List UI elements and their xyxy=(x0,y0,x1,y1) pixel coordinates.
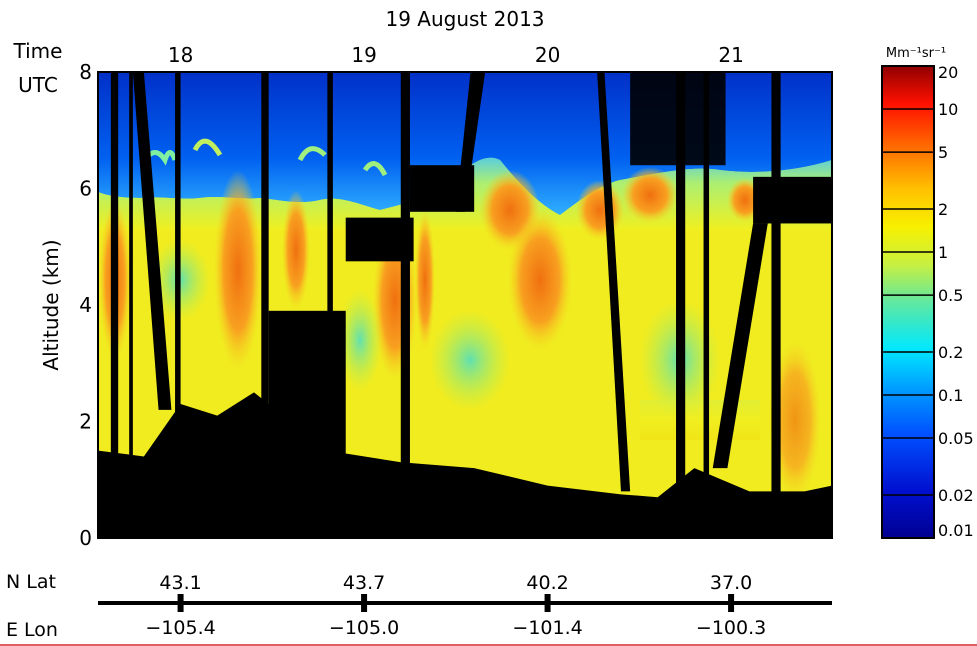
data-gap xyxy=(175,72,181,538)
lon-value: −105.0 xyxy=(329,617,399,639)
aerosol-plume xyxy=(769,340,821,500)
lat-value: 43.7 xyxy=(343,572,385,594)
x-tick-label: 19 xyxy=(351,43,376,67)
aerosol-patch xyxy=(430,310,510,410)
aerosol-patch xyxy=(338,290,382,390)
chart-title: 19 August 2013 xyxy=(385,7,544,31)
cloud-wisp xyxy=(142,150,178,166)
data-gap xyxy=(597,72,631,492)
colorbar-tick-label: 0.5 xyxy=(938,286,963,305)
aerosol-plume xyxy=(282,190,310,310)
data-gap xyxy=(753,176,832,224)
data-gap xyxy=(132,72,172,410)
position-axis: N Lat E Lon 43.1 −105.4 43.7 −105.0 40.2 −101… xyxy=(6,571,832,641)
x-tick-labels: 18 19 20 21 xyxy=(168,43,744,67)
position-tick xyxy=(361,594,368,612)
lon-value: −101.4 xyxy=(512,617,582,639)
lat-label: N Lat xyxy=(6,571,56,593)
cloud-wisp xyxy=(362,161,388,177)
colorbar-tick-label: 0.05 xyxy=(938,429,974,448)
colorbar-tick-label: 0.1 xyxy=(938,386,963,405)
lat-value: 40.2 xyxy=(526,572,568,594)
y-tick-label: 8 xyxy=(79,60,92,84)
aerosol-plume xyxy=(576,180,624,240)
y-tick-labels: 0 2 4 6 8 xyxy=(79,60,92,550)
lon-value: −105.4 xyxy=(145,617,215,639)
colorbar-gradient xyxy=(881,65,935,539)
y-tick-label: 0 xyxy=(79,526,92,550)
lat-value: 37.0 xyxy=(710,572,752,594)
data-gap xyxy=(712,223,768,469)
x-tick-label: 18 xyxy=(168,43,193,67)
lat-value: 43.1 xyxy=(159,572,201,594)
data-gap xyxy=(455,72,486,212)
colorbar-tick-label: 20 xyxy=(938,63,958,82)
colorbar-tick-label: 0.02 xyxy=(938,486,974,505)
y-tick-label: 6 xyxy=(79,177,92,201)
surface-layer xyxy=(640,400,760,440)
x-tick-label: 21 xyxy=(718,43,743,67)
lon-value: −100.3 xyxy=(696,617,766,639)
data-gap xyxy=(261,72,269,538)
data-gap xyxy=(110,72,119,538)
aerosol-plume xyxy=(214,170,262,370)
colorbar-ticks: 20 10 5 2 1 0.5 0.2 0.1 0.05 0.02 0.01 xyxy=(882,63,974,540)
aerosol-plume xyxy=(415,210,435,350)
bottom-rule xyxy=(0,644,977,646)
time-label: Time xyxy=(13,39,63,63)
colorbar: Mm⁻¹sr⁻¹ 20 10 5 2 1 0.5 0.2 0.1 0.05 0.02 0.01 xyxy=(881,46,974,540)
colorbar-tick-label: 0.2 xyxy=(938,343,963,362)
x-tick-label: 20 xyxy=(535,43,560,67)
data-gap xyxy=(630,72,726,166)
y-tick-label: 4 xyxy=(79,293,92,317)
aerosol-plume xyxy=(622,167,678,223)
data-gap xyxy=(400,72,410,538)
cloud-wisp xyxy=(192,138,223,157)
colorbar-tick-label: 1 xyxy=(938,243,948,262)
plot-frame xyxy=(97,71,833,539)
position-ticks: 43.1 −105.4 43.7 −105.0 40.2 −101.4 37.0 −100.3 xyxy=(145,572,766,639)
colorbar-unit: Mm⁻¹sr⁻¹ xyxy=(886,46,946,61)
colorbar-tick-label: 10 xyxy=(938,100,958,119)
data-gap xyxy=(327,72,333,538)
terrain-mask xyxy=(98,392,832,538)
data-gap xyxy=(703,72,710,538)
data-gap xyxy=(676,72,686,538)
y-tick-label: 2 xyxy=(79,410,92,434)
y-axis-label: Altitude (km) xyxy=(39,239,63,370)
utc-label: UTC xyxy=(18,73,58,97)
plot-area xyxy=(98,72,832,538)
colorbar-tick-label: 0.01 xyxy=(938,521,974,540)
position-tick xyxy=(544,594,551,612)
position-tick xyxy=(177,594,184,612)
position-tick xyxy=(728,594,735,612)
data-gap xyxy=(129,72,133,538)
colorbar-tick-label: 2 xyxy=(938,200,948,219)
data-gap xyxy=(771,72,781,538)
cloud-wisp xyxy=(297,146,327,162)
colorbar-tick-label: 5 xyxy=(938,143,948,162)
aerosol-plume xyxy=(508,210,572,350)
lon-label: E Lon xyxy=(6,619,58,641)
